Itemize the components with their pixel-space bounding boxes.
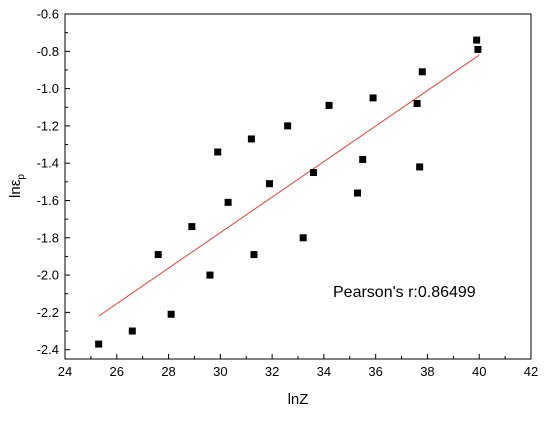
- data-point: [359, 155, 367, 163]
- data-point: [416, 163, 424, 171]
- data-point: [418, 68, 426, 76]
- y-tick-label: -2.2: [37, 305, 59, 320]
- data-point: [473, 36, 481, 44]
- x-tick-label: 28: [161, 364, 175, 379]
- data-point: [154, 251, 162, 259]
- fit-line-layer: [98, 54, 480, 317]
- x-tick-label: 36: [368, 364, 382, 379]
- data-point: [474, 45, 482, 53]
- data-point: [299, 234, 307, 242]
- y-tick-label: -1.2: [37, 118, 59, 133]
- plot-frame: [64, 13, 532, 360]
- y-tick-label: -2.4: [37, 342, 59, 357]
- fit-line: [98, 54, 480, 317]
- x-tick-label: 38: [420, 364, 434, 379]
- y-tick-label: -0.6: [37, 7, 59, 22]
- x-axis-ticks: 24 26 28 30 32 34 36 38 40 42: [58, 354, 538, 379]
- data-point: [310, 169, 318, 177]
- data-point: [247, 135, 255, 143]
- data-point: [284, 122, 292, 130]
- y-tick-label: -1.4: [37, 156, 59, 171]
- y-tick-label: -0.8: [37, 44, 59, 59]
- data-point: [224, 198, 232, 206]
- y-axis-ticks: -2.4 -2.2 -2.0 -1.8 -1.6 -1.4 -1.2 -1.0 -0.8 -0.6: [37, 7, 70, 357]
- y-axis-title-main: lnε: [7, 179, 24, 198]
- data-points: [95, 36, 482, 348]
- x-tick-label: 40: [472, 364, 486, 379]
- y-tick-label: -1.6: [37, 193, 59, 208]
- data-point: [188, 223, 196, 231]
- data-point: [266, 180, 274, 188]
- pearson-annotation: Pearson's r:0.86499: [333, 284, 476, 301]
- data-point: [325, 101, 333, 109]
- y-tick-label: -1.0: [37, 81, 59, 96]
- data-point: [214, 148, 222, 156]
- y-axis-title: lnεp: [7, 174, 27, 198]
- x-tick-label: 24: [58, 364, 72, 379]
- data-point: [250, 251, 258, 259]
- x-axis-title: lnZ: [288, 391, 309, 408]
- data-point: [95, 340, 103, 348]
- data-point: [206, 271, 214, 279]
- x-tick-label: 42: [524, 364, 538, 379]
- y-tick-label: -2.0: [37, 268, 59, 283]
- y-tick-label: -1.8: [37, 230, 59, 245]
- x-tick-label: 34: [317, 364, 331, 379]
- data-point: [413, 100, 421, 108]
- data-point: [128, 327, 136, 335]
- x-tick-label: 32: [265, 364, 279, 379]
- data-point: [167, 310, 175, 318]
- data-point: [354, 189, 362, 197]
- x-tick-label: 26: [110, 364, 124, 379]
- y-axis-title-subscript: p: [16, 174, 27, 180]
- x-tick-label: 30: [213, 364, 227, 379]
- data-point: [369, 94, 377, 102]
